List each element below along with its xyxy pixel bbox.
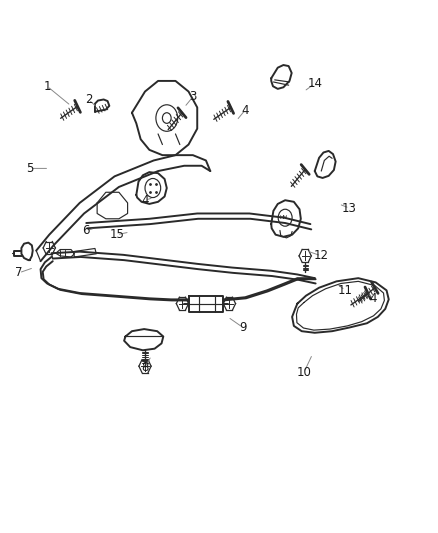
Text: 9: 9 [239,321,247,334]
Text: 4: 4 [370,292,377,305]
Text: 10: 10 [297,366,311,379]
Text: 15: 15 [110,228,124,241]
Text: 12: 12 [314,249,329,262]
Text: 3: 3 [189,90,197,103]
Text: 8: 8 [141,361,148,374]
Text: 1: 1 [43,80,51,93]
Text: 5: 5 [26,162,33,175]
Text: 11: 11 [338,284,353,297]
Text: 4: 4 [141,193,149,207]
Text: 6: 6 [82,224,90,237]
Text: 7: 7 [15,266,22,279]
Text: 2: 2 [85,93,92,106]
Text: 14: 14 [307,77,322,90]
Text: 4: 4 [241,103,249,117]
Text: HH: HH [280,215,288,220]
Text: 13: 13 [342,201,357,215]
